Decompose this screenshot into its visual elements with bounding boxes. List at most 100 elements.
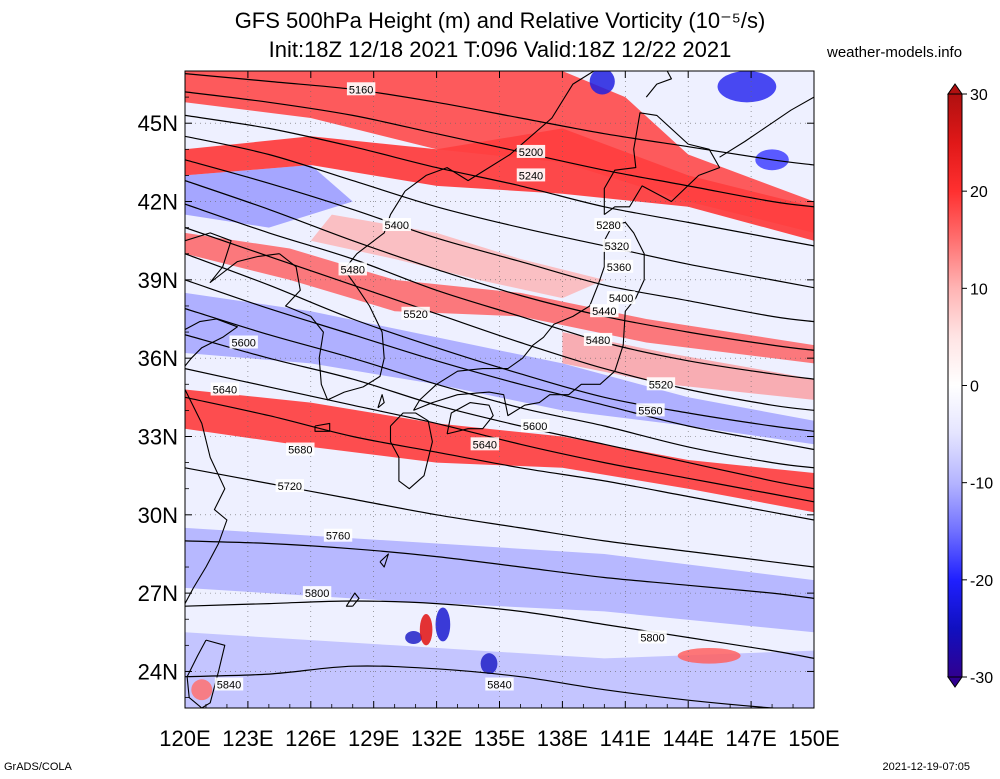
height-contour-5640 [185,368,814,503]
coastline-kuril [719,96,814,158]
height-contour-5400 [185,203,814,380]
chart-title: GFS 500hPa Height (m) and Relative Vorti… [234,8,766,33]
contour-label: 5280 [596,220,620,232]
contour-label: 5400 [609,293,633,305]
height-contour-5520 [185,279,814,451]
contour-label-bg [636,403,665,417]
colorbar-tick-label: -10 [970,476,993,493]
lat-label: 39N [138,268,178,293]
colorbar-tick-label: 0 [970,379,979,396]
contour-label: 5520 [403,309,427,321]
vorticity-cell [717,71,777,103]
coastline-japan-honshu [413,221,645,417]
contour-label-bg [604,259,634,273]
colorbar-tick-label: 30 [970,87,988,104]
contour-label: 5800 [305,588,329,600]
negative-vorticity-band [185,527,814,633]
contour-label: 5480 [586,335,610,347]
coastline-russia-coast [404,71,595,192]
contour-label-bg [520,419,550,433]
contour-label-bg [214,677,244,691]
contour-label-bg [382,218,411,232]
contour-label: 5600 [523,421,547,433]
positive-vorticity-band [185,128,814,241]
lat-label: 30N [138,503,178,528]
contour-label-bg [286,442,315,456]
site-watermark: weather-models.info [827,44,963,61]
contour-label: 5640 [473,439,497,451]
colorbar-gradient [947,93,963,678]
vorticity-cell [677,647,741,664]
coastline-kyushu [389,412,433,490]
coastline-layer [185,71,814,708]
contour-label: 5400 [385,220,409,232]
height-contour-5560 [185,308,814,469]
contour-label-bg [346,82,376,96]
contour-label-bg [606,291,636,305]
colorbar-bottom-arrow [947,676,963,688]
coastline-amami [379,553,389,568]
footer-timestamp: 2021-12-19-07:05 [882,761,970,773]
contour-label: 5520 [649,379,673,391]
height-contour-5680 [185,396,814,521]
lon-label: 132E [411,726,462,751]
contour-label-bg [590,304,619,318]
contour-label: 5560 [638,405,662,417]
lon-label: 129E [348,726,399,751]
height-contour-5800 [185,600,814,659]
contour-label: 5640 [213,385,237,397]
coastline-shikoku [446,402,494,435]
contour-label: 5600 [231,338,255,350]
positive-vorticity-band [185,389,814,513]
coastline-hokkaido [603,112,721,216]
lat-label: 42N [138,190,178,215]
height-contour-5160 [185,73,814,166]
height-contour-5440 [185,227,814,411]
colorbar-tick-label: -20 [970,573,993,590]
vorticity-cell [191,679,213,701]
lon-label: 138E [537,726,588,751]
contour-label-bg [275,479,305,493]
coastline-china-coast [185,232,280,284]
height-contour-5840 [185,665,780,708]
lat-label: 27N [138,581,178,606]
contour-label-bg [638,630,667,644]
contour-label: 5200 [519,147,543,159]
height-contour-5360 [185,180,814,351]
lon-label: 126E [285,726,336,751]
contour-label: 5240 [519,170,543,182]
contour-label-bg [401,306,430,320]
height-contour-5480 [185,253,814,432]
coastline-china-east [185,389,228,604]
lon-label: 144E [663,726,714,751]
height-contour-5600 [185,334,814,490]
colorbar-tick-label: -30 [970,670,993,687]
contour-label-bg [210,382,240,396]
contour-label: 5160 [349,84,373,96]
contour-label-bg [602,238,632,252]
height-contour-5240 [185,114,814,247]
coastline-taiwan [186,639,226,708]
contour-label: 5320 [605,241,629,253]
coastline-shandong [185,318,238,367]
colorbar-top-arrow [947,83,963,95]
lon-label: 120E [159,726,210,751]
height-contour-layer: 5160520052405280532053605400544054805520… [185,73,814,708]
lat-label: 24N [138,659,178,684]
vorticity-cell [435,607,451,642]
contour-label: 5440 [592,306,616,318]
contour-label-bg [323,528,353,542]
vorticity-cell [405,630,422,645]
coastline-tsushima [377,394,385,409]
contour-label-bg [302,586,332,600]
lat-label: 45N [138,111,178,136]
lon-label: 135E [474,726,525,751]
lon-label: 147E [725,726,776,751]
contour-label: 5800 [640,633,664,645]
contour-label-bg [594,218,623,232]
lon-label: 141E [600,726,651,751]
contour-label: 5840 [487,680,511,692]
height-contour-5760 [185,540,814,599]
height-contour-5280 [185,135,814,289]
